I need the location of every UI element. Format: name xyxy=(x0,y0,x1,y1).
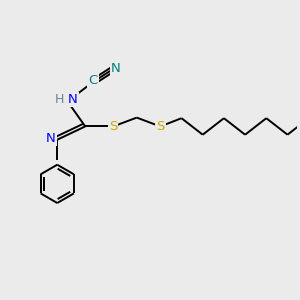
Text: N: N xyxy=(46,132,56,145)
Text: S: S xyxy=(156,120,164,133)
Text: N: N xyxy=(68,93,78,106)
Text: S: S xyxy=(109,120,117,133)
Text: N: N xyxy=(111,61,120,75)
Text: C: C xyxy=(88,74,98,87)
Text: H: H xyxy=(55,93,64,106)
